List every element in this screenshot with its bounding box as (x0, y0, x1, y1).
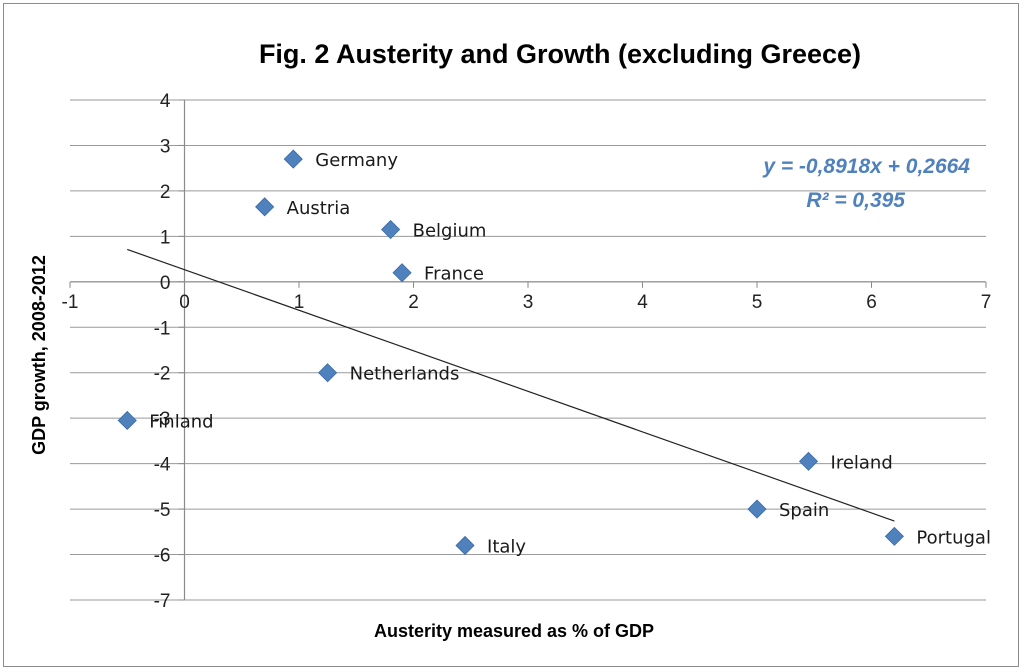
trendline-r-squared: R² = 0,395 (806, 189, 905, 212)
x-axis-title: Austerity measured as % of GDP (374, 621, 654, 641)
point-labels: Germany Austria Belgium France Netherlands Fi… (149, 150, 991, 557)
y-tick-label: -3 (154, 409, 171, 430)
data-point (381, 219, 401, 240)
trendline (127, 248, 895, 522)
point-label: Italy (487, 536, 526, 557)
point-label: Spain (779, 500, 829, 521)
y-axis-ticks: 4 3 2 1 0 -1 -2 -3 -4 -5 -6 -7 (154, 91, 185, 612)
x-tick-label: 6 (866, 292, 877, 313)
point-label: Austria (287, 198, 351, 219)
point-label: Ireland (831, 452, 893, 473)
chart-frame (3, 3, 1019, 667)
data-point (798, 451, 819, 471)
y-tick-label: 0 (160, 273, 171, 294)
x-tick-label: 0 (179, 292, 190, 313)
data-point (318, 363, 338, 383)
trendline-group (127, 248, 895, 522)
data-points (117, 149, 904, 556)
y-tick-label: -2 (154, 364, 171, 385)
data-point (747, 499, 767, 519)
gridlines (70, 99, 986, 601)
x-tick-label: 1 (294, 292, 305, 313)
point-label: Germany (315, 150, 398, 171)
x-tick-label: 2 (408, 292, 419, 313)
x-tick-label: 4 (637, 292, 648, 313)
x-tick-label: -1 (62, 292, 79, 313)
y-tick-label: -6 (154, 546, 171, 567)
x-tick-label: 3 (523, 292, 534, 313)
y-tick-label: 2 (160, 182, 171, 203)
y-tick-label: -7 (154, 591, 171, 612)
data-point (283, 149, 303, 169)
y-axis-title: GDP growth, 2008-2012 (29, 255, 49, 455)
point-label: Finland (149, 411, 213, 432)
data-point (884, 526, 904, 546)
point-label: Belgium (413, 221, 487, 242)
point-label: Portugal (916, 527, 991, 548)
y-tick-label: -4 (154, 455, 171, 476)
x-tick-label: 7 (981, 292, 992, 313)
data-point (255, 197, 275, 217)
point-label: Netherlands (350, 364, 460, 385)
y-tick-label: 3 (160, 136, 171, 157)
chart-title: Fig. 2 Austerity and Growth (excluding G… (259, 39, 861, 69)
x-tick-label: 5 (752, 292, 763, 313)
data-point (392, 263, 412, 283)
trendline-equation: y = -0,8918x + 0,2664 (762, 155, 970, 178)
y-tick-label: -5 (154, 500, 171, 521)
y-tick-label: -1 (154, 318, 171, 339)
data-point (117, 410, 137, 431)
y-tick-label: 1 (160, 227, 171, 248)
y-tick-label: 4 (160, 91, 171, 112)
point-label: France (424, 264, 484, 285)
data-point (455, 535, 475, 556)
x-axis-ticks: -1 0 1 2 3 4 5 6 7 (62, 281, 992, 313)
